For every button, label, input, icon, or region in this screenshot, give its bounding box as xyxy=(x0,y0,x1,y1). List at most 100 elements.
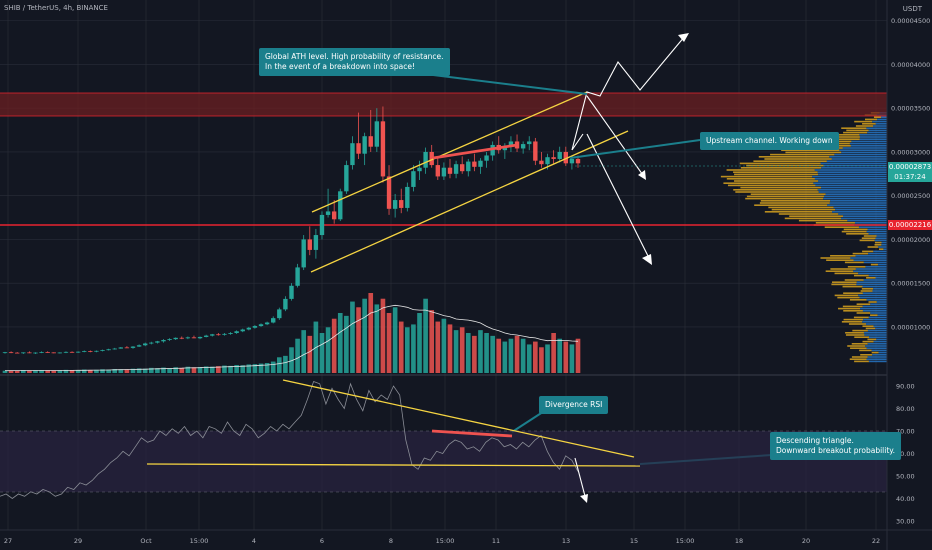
candle-body xyxy=(222,333,227,335)
candle-body xyxy=(478,160,483,167)
vp-bar-buy xyxy=(823,195,887,198)
vp-bar-sell xyxy=(852,329,868,332)
candle-body xyxy=(234,331,239,334)
rsi-arrow-head xyxy=(580,494,588,503)
candle-body xyxy=(155,341,160,343)
vp-bar-buy xyxy=(817,189,887,191)
candle-body xyxy=(51,352,56,354)
callout-ath-pointer xyxy=(416,72,588,95)
vp-bar-buy xyxy=(877,314,887,316)
volume-bar xyxy=(161,367,166,373)
vp-bar-sell xyxy=(873,116,882,118)
vp-bar-buy xyxy=(856,283,887,286)
vp-bar-sell xyxy=(726,178,815,180)
vp-bar-buy xyxy=(851,140,887,143)
rsi-tick-label: 90.00 xyxy=(896,383,915,391)
volume-bar xyxy=(508,338,514,373)
vp-bar-sell xyxy=(798,219,848,222)
volume-bar xyxy=(539,347,544,373)
vp-bar-buy xyxy=(867,329,887,332)
vp-bar-buy xyxy=(850,257,887,259)
candle-body xyxy=(210,334,215,336)
candle-body xyxy=(520,144,526,149)
volume-bar xyxy=(124,369,130,373)
volume-bar xyxy=(106,369,111,373)
vp-bar-buy xyxy=(839,149,887,151)
candle-body xyxy=(252,326,258,328)
vp-bar-sell xyxy=(841,321,863,323)
axis-unit-label: USDT xyxy=(902,5,922,13)
time-tick-label: 8 xyxy=(389,537,393,545)
volume-bar xyxy=(423,298,428,373)
vp-bar-buy xyxy=(818,191,887,193)
vp-bar-buy xyxy=(823,164,887,167)
vp-bar-buy xyxy=(866,299,887,301)
candle-body xyxy=(283,298,288,310)
candle-body xyxy=(508,141,514,146)
volume-bar xyxy=(441,318,447,373)
volume-bar xyxy=(520,338,526,373)
vp-bar-sell xyxy=(863,235,877,237)
rsi-projection-path xyxy=(574,457,587,501)
vp-bar-sell xyxy=(843,292,863,294)
vp-bar-buy xyxy=(834,153,887,156)
volume-bar xyxy=(362,298,367,373)
vp-bar-sell xyxy=(856,312,871,314)
candle-body xyxy=(569,158,575,164)
vp-bar-sell xyxy=(831,283,857,286)
vp-bar-sell xyxy=(733,171,818,173)
vp-bar-sell xyxy=(861,288,874,290)
candle-body xyxy=(545,157,550,165)
vp-bar-sell xyxy=(735,191,819,193)
rsi-line xyxy=(0,380,579,499)
vp-bar-sell xyxy=(745,197,824,200)
candle-body xyxy=(216,334,221,336)
candle-body xyxy=(472,161,477,167)
volume-bar xyxy=(75,370,81,373)
candle-body xyxy=(246,327,252,330)
candle-body xyxy=(161,340,166,342)
volume-bar xyxy=(350,301,355,373)
vp-bar-buy xyxy=(873,125,887,127)
candle-body xyxy=(191,337,197,339)
vp-bar-buy xyxy=(823,197,887,200)
volume-bar xyxy=(276,357,282,373)
vp-bar-buy xyxy=(878,351,887,354)
vp-bar-sell xyxy=(874,241,882,244)
vp-bar-buy xyxy=(826,160,887,162)
vp-bar-buy xyxy=(814,178,887,180)
vp-bar-sell xyxy=(824,226,859,228)
vp-bar-sell xyxy=(753,160,827,162)
volume-bar xyxy=(472,335,477,373)
vp-bar-sell xyxy=(825,134,860,136)
volume-bar xyxy=(118,369,124,373)
candle-body xyxy=(14,352,20,354)
vp-bar-buy xyxy=(883,248,887,250)
volume-bar xyxy=(465,333,471,373)
volume-bar xyxy=(270,361,276,373)
candle-body xyxy=(179,337,184,339)
volume-bar xyxy=(51,370,57,373)
candle-body xyxy=(88,351,93,353)
projection-bear-path xyxy=(586,95,646,179)
candle-body xyxy=(106,349,111,351)
candle-body xyxy=(100,350,105,351)
vp-bar-sell xyxy=(784,217,841,220)
volume-bar xyxy=(185,366,191,373)
volume-profile xyxy=(720,112,887,363)
vp-bar-sell xyxy=(853,274,869,277)
vp-bar-sell xyxy=(770,153,835,156)
rsi-tick-label: 80.00 xyxy=(896,405,915,413)
price-tick-label: 0.00001500 xyxy=(891,280,930,288)
rsi-tick-label: 50.00 xyxy=(896,473,915,481)
vp-bar-buy xyxy=(827,204,887,206)
vp-bar-buy xyxy=(863,261,887,264)
candle-body xyxy=(240,329,245,332)
time-tick-label: 15 xyxy=(630,537,638,545)
candle-body xyxy=(441,167,447,177)
candle-body xyxy=(173,337,178,340)
price-tick-label: 0.00003500 xyxy=(891,105,930,113)
vp-bar-sell xyxy=(733,189,818,191)
rsi-tick-label: 70.00 xyxy=(896,428,915,436)
